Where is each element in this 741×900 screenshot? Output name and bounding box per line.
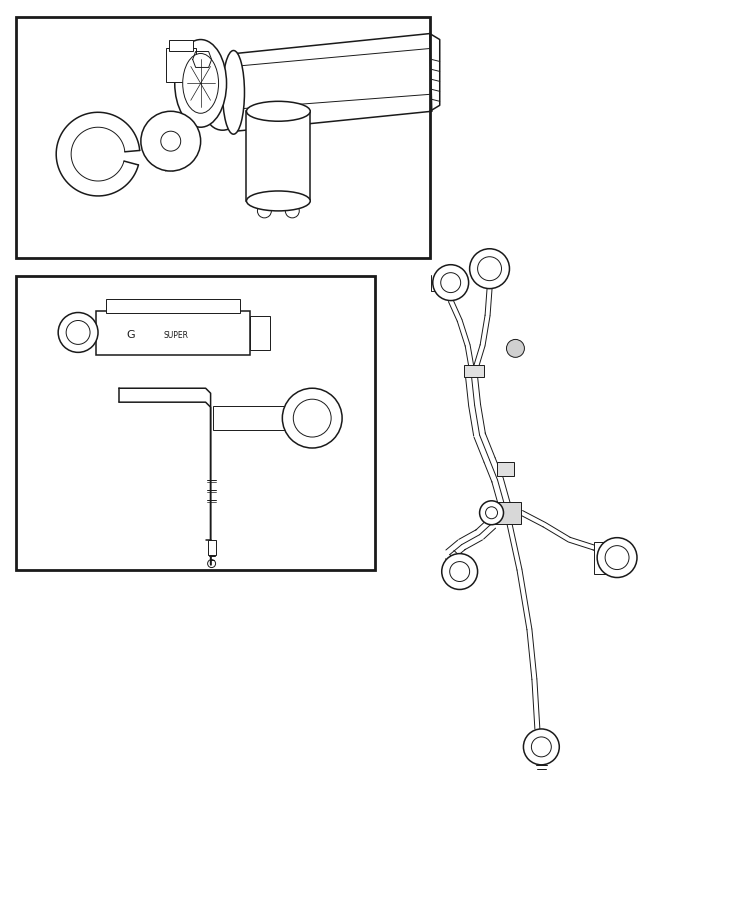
Bar <box>491 502 522 524</box>
Bar <box>213 406 285 430</box>
Ellipse shape <box>479 500 503 525</box>
Circle shape <box>141 112 201 171</box>
Ellipse shape <box>183 53 219 113</box>
Circle shape <box>450 562 470 581</box>
Bar <box>106 299 241 312</box>
Text: G: G <box>126 330 135 340</box>
Bar <box>16 275 375 570</box>
Bar <box>96 310 250 356</box>
Circle shape <box>507 339 525 357</box>
Bar <box>250 316 270 350</box>
Circle shape <box>66 320 90 345</box>
Circle shape <box>523 729 559 765</box>
Circle shape <box>282 388 342 448</box>
Ellipse shape <box>247 191 310 211</box>
Bar <box>496 462 514 476</box>
Bar <box>594 542 619 573</box>
Text: SUPER: SUPER <box>164 331 189 340</box>
Circle shape <box>478 256 502 281</box>
Circle shape <box>442 554 478 590</box>
Circle shape <box>433 265 468 301</box>
Circle shape <box>531 737 551 757</box>
Circle shape <box>293 400 331 437</box>
Ellipse shape <box>485 507 497 518</box>
Circle shape <box>161 131 181 151</box>
Circle shape <box>470 248 510 289</box>
Bar <box>16 16 430 257</box>
Circle shape <box>605 545 629 570</box>
Ellipse shape <box>247 102 310 122</box>
Bar <box>169 40 193 51</box>
Ellipse shape <box>175 40 227 127</box>
Bar <box>166 48 196 83</box>
Bar <box>207 540 216 554</box>
Circle shape <box>59 312 98 353</box>
Circle shape <box>441 273 461 292</box>
Circle shape <box>597 537 637 578</box>
Ellipse shape <box>222 50 245 134</box>
Bar <box>464 365 484 377</box>
Bar <box>247 112 310 201</box>
